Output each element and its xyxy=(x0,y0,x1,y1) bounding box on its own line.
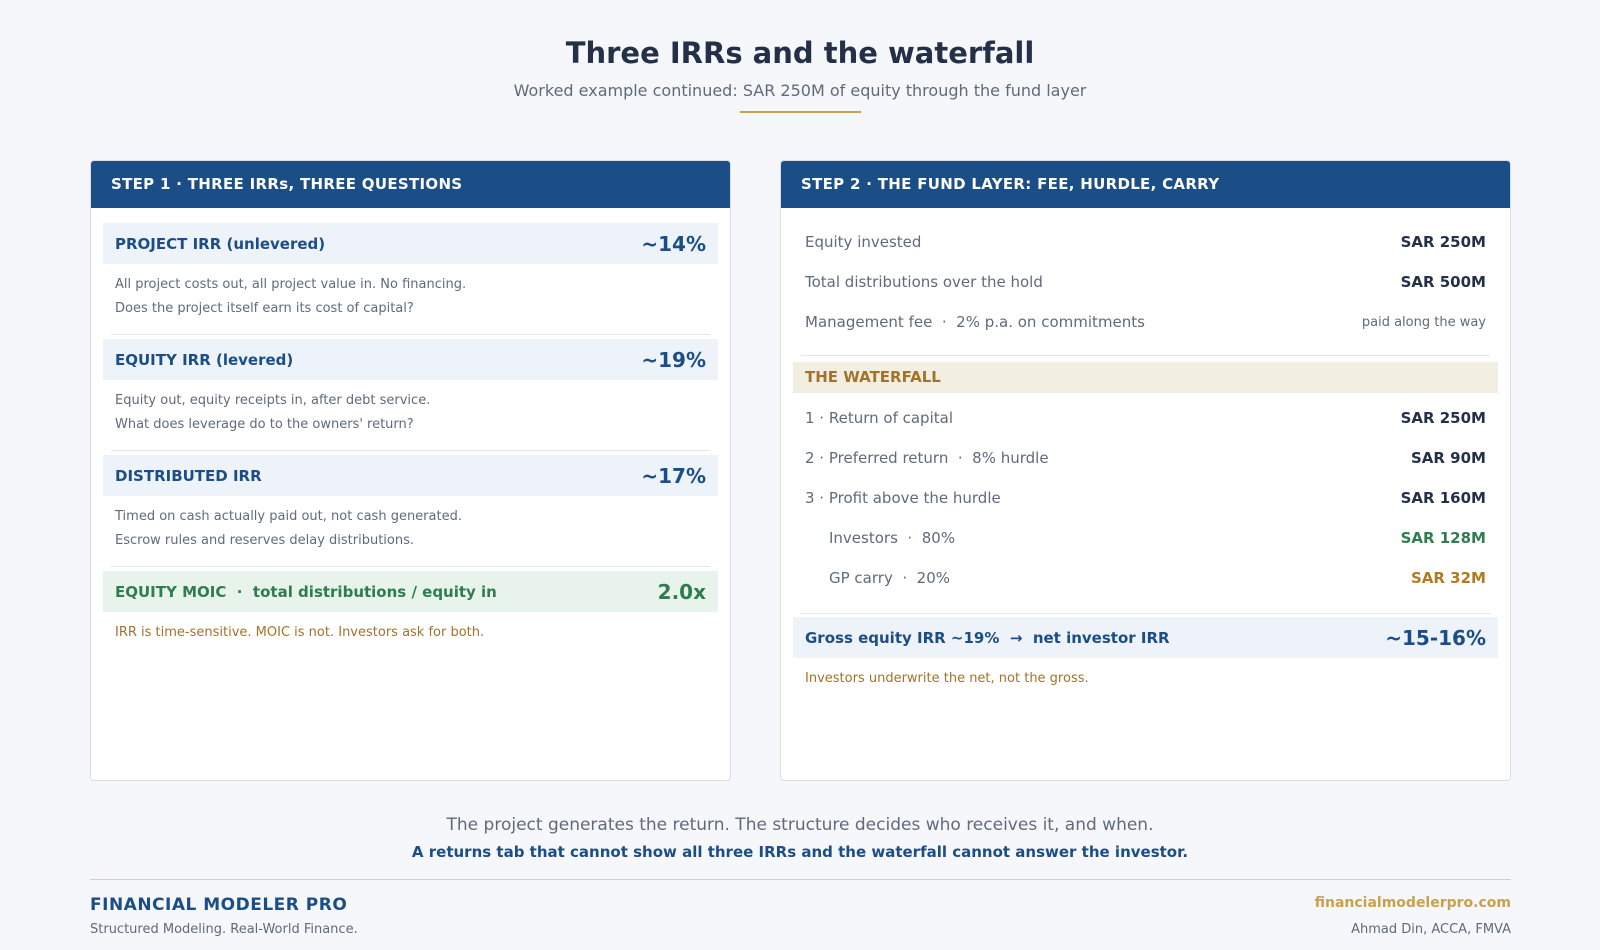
distributed-irr-description: Timed on cash actually paid out, not cas… xyxy=(115,505,706,553)
row-label: 1 · Return of capital xyxy=(805,409,953,427)
row-value: SAR 160M xyxy=(1400,489,1486,507)
author-credit: Ahmad Din, ACCA, FMVA xyxy=(1351,922,1511,937)
project-irr-line1: All project costs out, all project value… xyxy=(115,277,467,292)
management-fee-row: Management fee · 2% p.a. on commitments … xyxy=(805,310,1486,334)
net-irr-value: ~15-16% xyxy=(1385,625,1486,650)
distributed-irr-value: ~17% xyxy=(641,463,706,488)
distributed-irr-line1: Timed on cash actually paid out, not cas… xyxy=(115,509,462,524)
row-label: Investors · 80% xyxy=(829,529,956,547)
footer-divider xyxy=(90,879,1511,880)
equity-irr-line2: What does leverage do to the owners' ret… xyxy=(115,417,414,432)
divider xyxy=(111,566,710,567)
project-irr-description: All project costs out, all project value… xyxy=(115,273,706,321)
row-label: Management fee · 2% p.a. on commitments xyxy=(805,313,1145,331)
brand-tagline: Structured Modeling. Real-World Finance. xyxy=(90,922,358,937)
equity-irr-description: Equity out, equity receipts in, after de… xyxy=(115,389,706,437)
equity-moic-band: EQUITY MOIC · total distributions / equi… xyxy=(103,571,718,612)
equity-irr-value: ~19% xyxy=(641,347,706,372)
step1-heading: STEP 1 · THREE IRRs, THREE QUESTIONS xyxy=(91,161,730,208)
closing-line-2: A returns tab that cannot show all three… xyxy=(411,843,1189,861)
row-label: 2 · Preferred return · 8% hurdle xyxy=(805,449,1049,467)
divider xyxy=(801,355,1490,356)
waterfall-row-gp-carry: GP carry · 20% SAR 32M xyxy=(805,566,1486,590)
row-label: Total distributions over the hold xyxy=(805,273,1043,291)
page-title: Three IRRs and the waterfall xyxy=(565,36,1035,70)
waterfall-row-preferred-return: 2 · Preferred return · 8% hurdle SAR 90M xyxy=(805,446,1486,470)
divider xyxy=(111,450,710,451)
project-irr-band: PROJECT IRR (unlevered) ~14% xyxy=(103,223,718,264)
equity-irr-line1: Equity out, equity receipts in, after de… xyxy=(115,393,431,408)
closing-line-1: The project generates the return. The st… xyxy=(446,815,1154,835)
net-irr-band: Gross equity IRR ~19% → net investor IRR… xyxy=(793,617,1498,658)
equity-invested-row: Equity invested SAR 250M xyxy=(805,230,1486,254)
distributed-irr-line2: Escrow rules and reserves delay distribu… xyxy=(115,533,415,548)
row-label: 3 · Profit above the hurdle xyxy=(805,489,1001,507)
row-value: paid along the way xyxy=(1361,314,1486,330)
row-value: SAR 500M xyxy=(1400,273,1486,291)
row-label: Equity invested xyxy=(805,233,922,251)
net-irr-label: Gross equity IRR ~19% → net investor IRR xyxy=(805,628,1170,647)
divider xyxy=(111,334,710,335)
title-accent-rule xyxy=(740,111,861,113)
distributed-irr-label: DISTRIBUTED IRR xyxy=(115,466,262,485)
equity-moic-value: 2.0x xyxy=(657,579,706,604)
step2-card: STEP 2 · THE FUND LAYER: FEE, HURDLE, CA… xyxy=(780,160,1511,781)
net-gross-note: Investors underwrite the net, not the gr… xyxy=(805,671,1089,686)
project-irr-value: ~14% xyxy=(641,231,706,256)
website-link[interactable]: financialmodelerpro.com xyxy=(1314,895,1511,911)
row-label: GP carry · 20% xyxy=(829,569,951,587)
row-value: SAR 90M xyxy=(1411,449,1486,467)
waterfall-row-return-of-capital: 1 · Return of capital SAR 250M xyxy=(805,406,1486,430)
page-subtitle: Worked example continued: SAR 250M of eq… xyxy=(513,81,1087,100)
waterfall-row-profit-above-hurdle: 3 · Profit above the hurdle SAR 160M xyxy=(805,486,1486,510)
step1-card: STEP 1 · THREE IRRs, THREE QUESTIONS PRO… xyxy=(90,160,731,781)
divider xyxy=(801,613,1490,614)
step2-heading: STEP 2 · THE FUND LAYER: FEE, HURDLE, CA… xyxy=(781,161,1510,208)
waterfall-heading: THE WATERFALL xyxy=(793,362,1498,393)
project-irr-line2: Does the project itself earn its cost of… xyxy=(115,301,414,316)
row-value: SAR 250M xyxy=(1400,233,1486,251)
equity-moic-label: EQUITY MOIC · total distributions / equi… xyxy=(115,582,497,601)
equity-irr-band: EQUITY IRR (levered) ~19% xyxy=(103,339,718,380)
row-value: SAR 128M xyxy=(1400,529,1486,547)
brand-name: FINANCIAL MODELER PRO xyxy=(90,895,348,915)
waterfall-row-investors: Investors · 80% SAR 128M xyxy=(805,526,1486,550)
total-distributions-row: Total distributions over the hold SAR 50… xyxy=(805,270,1486,294)
row-value: SAR 32M xyxy=(1411,569,1486,587)
equity-irr-label: EQUITY IRR (levered) xyxy=(115,350,294,369)
distributed-irr-band: DISTRIBUTED IRR ~17% xyxy=(103,455,718,496)
irr-moic-note: IRR is time-sensitive. MOIC is not. Inve… xyxy=(115,625,485,640)
project-irr-label: PROJECT IRR (unlevered) xyxy=(115,234,326,253)
row-value: SAR 250M xyxy=(1400,409,1486,427)
